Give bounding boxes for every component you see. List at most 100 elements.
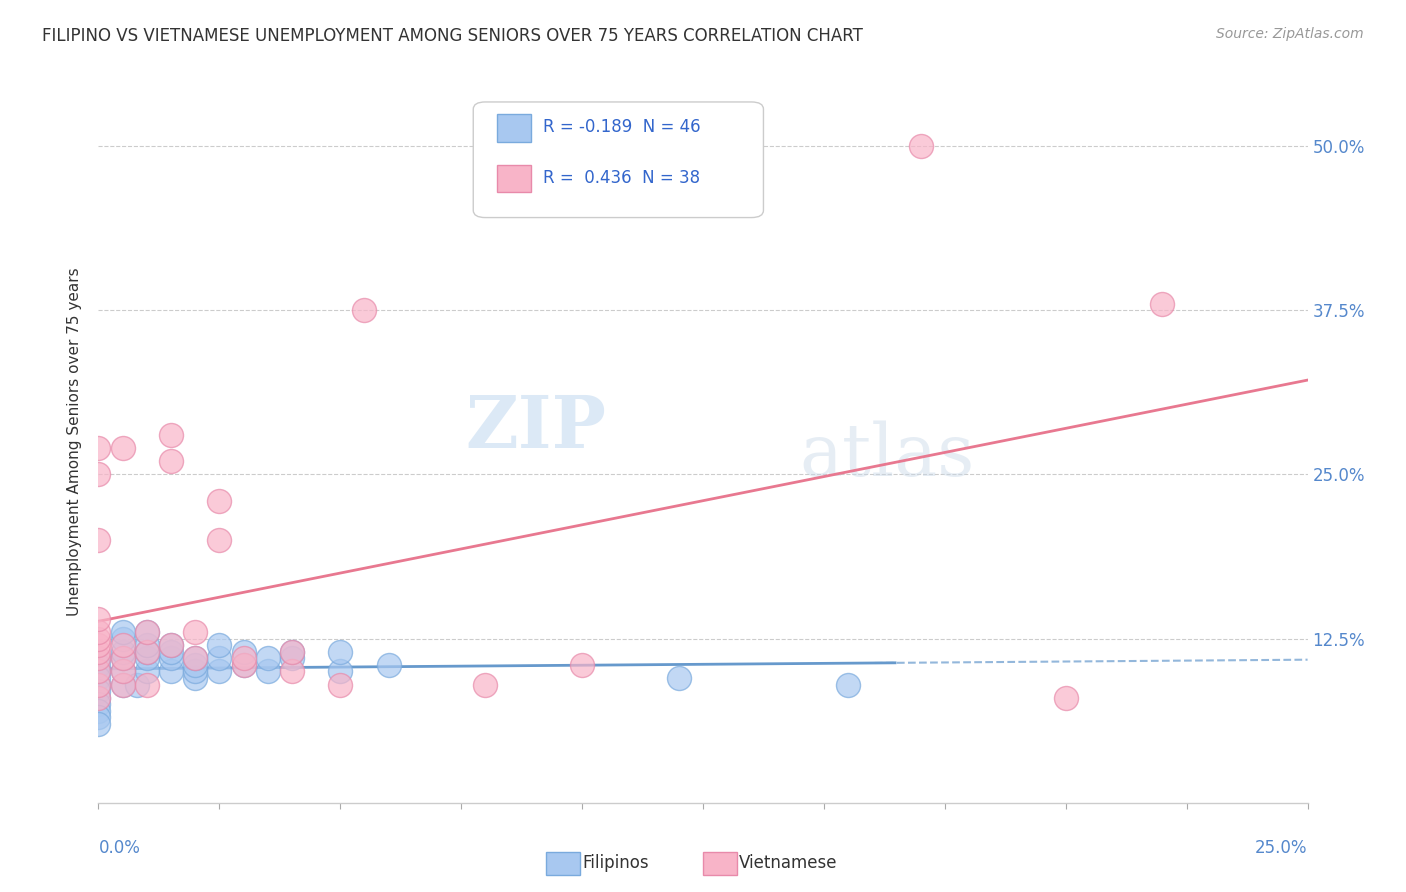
Point (87, 665, 110, 679)
Point (111, 441, 134, 455)
Point (135, 625, 157, 640)
FancyBboxPatch shape (703, 852, 737, 875)
Point (135, 651, 157, 665)
Point (87, 671, 110, 685)
Point (87, 710, 110, 724)
Point (111, 665, 134, 679)
Point (208, 665, 231, 679)
FancyBboxPatch shape (546, 852, 579, 875)
Point (111, 625, 134, 640)
Point (377, 657, 399, 672)
Point (87, 651, 110, 665)
Text: 0.0%: 0.0% (98, 838, 141, 857)
Point (837, 677, 859, 691)
Point (87, 717, 110, 731)
Point (135, 645, 157, 659)
Point (135, 638, 157, 652)
Point (111, 665, 134, 679)
Point (87, 533, 110, 547)
Point (87, 684, 110, 698)
Point (127, 677, 149, 691)
Point (232, 645, 254, 659)
FancyBboxPatch shape (498, 114, 531, 142)
Point (87, 651, 110, 665)
Point (87, 677, 110, 691)
Point (111, 651, 134, 665)
Point (281, 665, 304, 679)
Point (208, 533, 231, 547)
Point (232, 657, 254, 672)
Point (87, 467, 110, 482)
Text: Vietnamese: Vietnamese (740, 855, 838, 872)
Point (474, 677, 496, 691)
Point (87, 665, 110, 679)
Point (87, 657, 110, 672)
Point (135, 665, 157, 679)
Text: R =  0.436  N = 38: R = 0.436 N = 38 (543, 169, 700, 186)
Point (87, 632, 110, 646)
Point (668, 671, 690, 685)
Point (111, 651, 134, 665)
Point (208, 638, 231, 652)
Point (87, 638, 110, 652)
Point (256, 651, 278, 665)
Point (87, 441, 110, 455)
Point (160, 645, 183, 659)
Point (111, 632, 134, 646)
Point (87, 645, 110, 659)
Point (111, 677, 134, 691)
Point (87, 665, 110, 679)
Point (232, 651, 254, 665)
Point (160, 454, 183, 468)
Point (256, 665, 278, 679)
Point (160, 428, 183, 442)
Text: Filipinos: Filipinos (582, 855, 648, 872)
Point (208, 651, 231, 665)
Point (135, 625, 157, 640)
Text: R = -0.189  N = 46: R = -0.189 N = 46 (543, 119, 702, 136)
Point (87, 704, 110, 718)
Point (281, 645, 304, 659)
Point (87, 677, 110, 691)
Point (208, 493, 231, 508)
Point (1152, 296, 1174, 310)
Point (87, 690, 110, 705)
Text: Source: ZipAtlas.com: Source: ZipAtlas.com (1216, 27, 1364, 41)
Point (329, 645, 352, 659)
Text: FILIPINO VS VIETNAMESE UNEMPLOYMENT AMONG SENIORS OVER 75 YEARS CORRELATION CHAR: FILIPINO VS VIETNAMESE UNEMPLOYMENT AMON… (42, 27, 863, 45)
Point (87, 625, 110, 640)
Point (329, 677, 352, 691)
Point (910, 139, 932, 153)
Point (281, 645, 304, 659)
Y-axis label: Unemployment Among Seniors over 75 years: Unemployment Among Seniors over 75 years (67, 268, 83, 615)
Point (329, 665, 352, 679)
Point (184, 625, 207, 640)
Point (135, 677, 157, 691)
Point (111, 645, 134, 659)
Point (184, 671, 207, 685)
Text: ZIP: ZIP (465, 392, 606, 463)
Point (111, 677, 134, 691)
Point (281, 651, 304, 665)
FancyBboxPatch shape (474, 102, 763, 218)
Point (135, 645, 157, 659)
Point (184, 665, 207, 679)
Point (111, 638, 134, 652)
FancyBboxPatch shape (498, 165, 531, 193)
Point (184, 651, 207, 665)
Point (571, 657, 593, 672)
Point (160, 638, 183, 652)
Point (184, 651, 207, 665)
Point (160, 665, 183, 679)
Point (87, 612, 110, 626)
Text: atlas: atlas (800, 421, 976, 491)
Text: 25.0%: 25.0% (1256, 838, 1308, 857)
Point (87, 690, 110, 705)
Point (160, 651, 183, 665)
Point (160, 638, 183, 652)
Point (353, 303, 375, 318)
Point (1054, 690, 1077, 705)
Point (232, 657, 254, 672)
Point (87, 698, 110, 712)
Point (184, 657, 207, 672)
